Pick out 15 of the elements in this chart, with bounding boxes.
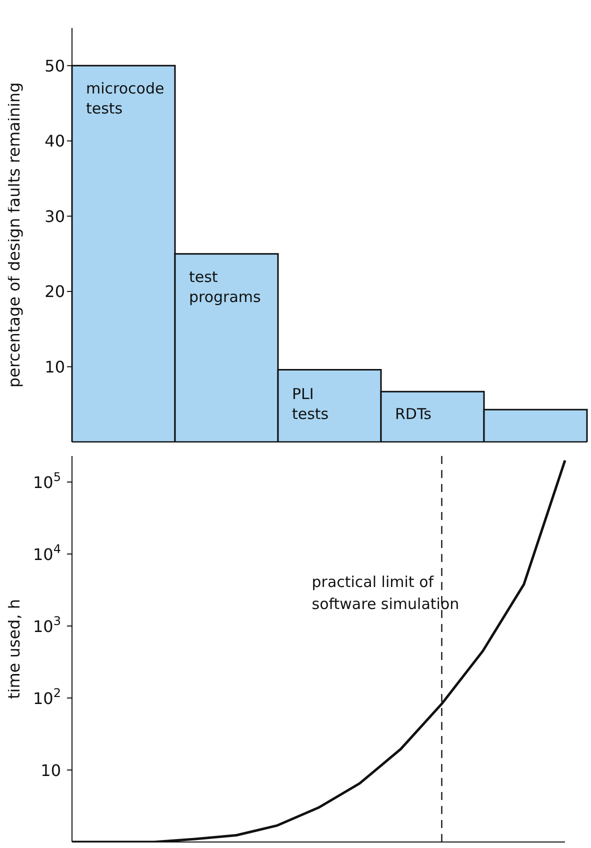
y-tick-label: 20: [44, 282, 65, 302]
y-tick-label: 40: [44, 132, 65, 151]
y-tick-label: 50: [44, 56, 65, 76]
x-tick-label: PLI tests: [292, 384, 329, 423]
y-tick-label: 30: [44, 206, 65, 226]
x-tick-label: RDTs: [395, 404, 432, 423]
annotation: practical limit of software simulation: [312, 573, 460, 614]
x-tick-label: test programs: [189, 268, 262, 306]
y-tick-label: 10: [44, 357, 65, 376]
y-tick-label: 10$^{4}$: [33, 542, 61, 564]
y-tick-label: 10$^{3}$: [33, 614, 61, 636]
y-tick-label: 10$^{2}$: [33, 686, 61, 708]
x-tick-label: microcode tests: [86, 80, 164, 118]
y-tick-label: 10: [40, 761, 61, 780]
y-tick-label: 10$^{5}$: [33, 470, 61, 492]
